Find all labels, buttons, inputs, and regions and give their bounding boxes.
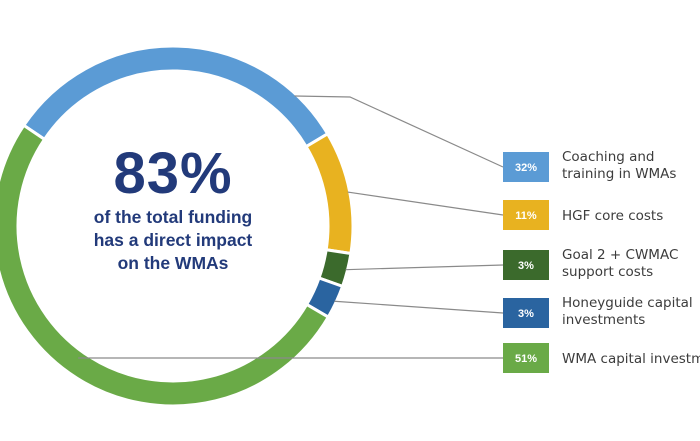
legend-badge-box-honeyguide-capital-investments [503,298,549,328]
leader-line-hgf-core-costs [347,191,504,216]
center-caption: of the total funding has a direct impact… [93,207,253,273]
legend-badge-text-hgf-core-costs: 11% [515,210,537,222]
legend-label-coaching-and-training-in-wmas: Coaching and training in WMAs [562,149,676,182]
leader-line-coaching-and-training-in-wmas [294,95,504,168]
legend-label-hgf-core-costs: HGF core costs [562,208,663,224]
legend-label-honeyguide-capital-investments: Honeyguide capital investments [562,295,693,328]
leader-line-goal-2-cwmac-support-costs [345,264,504,271]
legend-badge-box-wma-capital-investments [503,343,549,373]
center-percentage: 83% [113,141,233,206]
legend-badge-text-coaching-and-training-in-wmas: 32% [515,162,537,174]
legend-badge-box-coaching-and-training-in-wmas [503,152,549,182]
legend-badge-text-wma-capital-investments: 51% [515,353,537,365]
slice-coaching-and-training-in-wmas [21,44,330,149]
legend-label-goal-2-cwmac-support-costs: Goal 2 + CWMAC support costs [562,247,678,280]
slice-wma-capital-investments [0,123,331,408]
legend-label-wma-capital-investments: WMA capital investments [562,351,700,367]
legend-badge-box-hgf-core-costs [503,200,549,230]
legend-badge-box-goal-2-cwmac-support-costs [503,250,549,280]
legend-badge-text-honeyguide-capital-investments: 3% [518,308,534,320]
leader-line-honeyguide-capital-investments [334,300,504,314]
legend-badge-text-goal-2-cwmac-support-costs: 3% [518,260,534,272]
